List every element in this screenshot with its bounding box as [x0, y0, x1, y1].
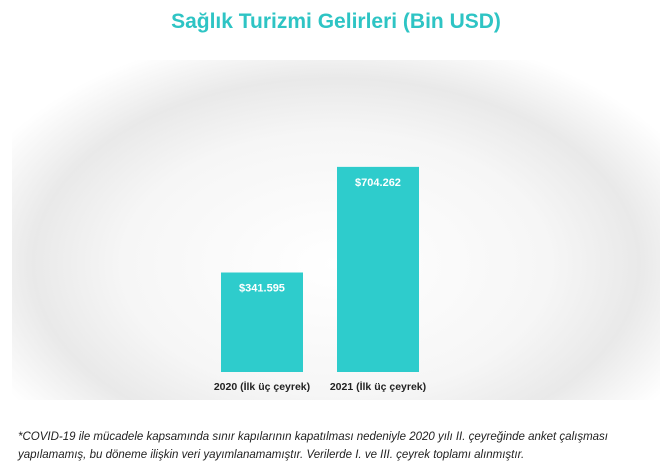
category-label-2: 2021 (İlk üç çeyrek) [330, 380, 426, 393]
bar-2 [337, 166, 419, 372]
plot-area-background [12, 60, 660, 400]
data-label-2: $704.262 [355, 177, 401, 189]
data-label-1: $341.595 [239, 283, 285, 295]
category-label-1: 2020 (İlk üç çeyrek) [214, 380, 310, 393]
footnote: *COVID-19 ile mücadele kapsamında sınır … [18, 431, 608, 461]
bar-1 [221, 272, 303, 372]
chart-title: Sağlık Turizmi Gelirleri (Bin USD) [171, 10, 501, 33]
